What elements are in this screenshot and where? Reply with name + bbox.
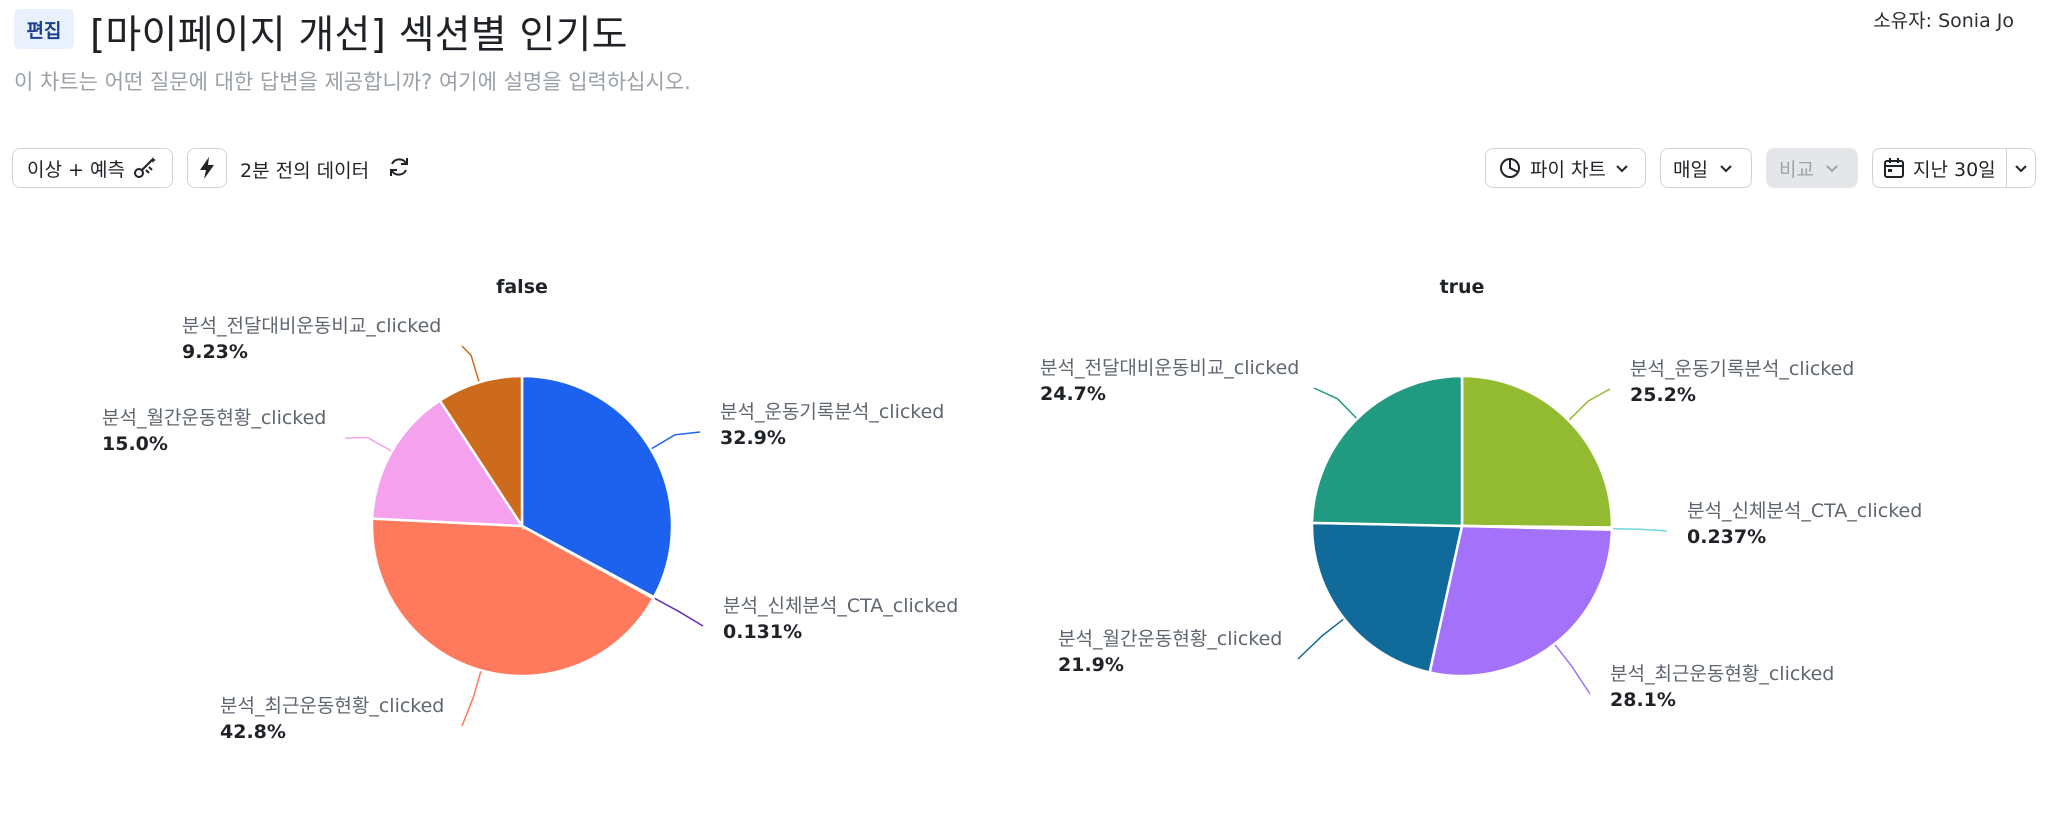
- slice-label: 분석_월간운동현황_clicked: [1058, 628, 1282, 650]
- slice-label: 분석_최근운동현황_clicked: [220, 695, 444, 717]
- chart-toolbar: 이상 + 예측 2분 전의 데이터 파이 차트 매일 비교: [12, 148, 2036, 190]
- chevron-down-icon: [2013, 160, 2029, 176]
- slice-value: 24.7%: [1040, 383, 1106, 405]
- compare-label: 비교: [1779, 158, 1814, 181]
- pie-chart-icon: [1498, 156, 1522, 180]
- compare-dropdown[interactable]: 비교: [1766, 148, 1858, 188]
- refresh-icon: [387, 155, 411, 183]
- leader-line: [1313, 387, 1357, 419]
- slice-value: 0.237%: [1687, 526, 1766, 548]
- chart-type-label: 파이 차트: [1530, 158, 1606, 181]
- chevron-down-icon: [1718, 160, 1734, 176]
- chevron-down-icon: [1614, 160, 1630, 176]
- slice-value: 15.0%: [102, 433, 168, 455]
- owner-label: 소유자: Sonia Jo: [1873, 10, 2014, 32]
- lightning-bolt-icon: [197, 156, 217, 180]
- leader-line: [461, 671, 482, 727]
- magic-wand-icon: [132, 156, 158, 180]
- slice-label: 분석_최근운동현황_clicked: [1610, 663, 1834, 685]
- slice-label: 분석_신체분석_CTA_clicked: [1687, 500, 1922, 522]
- leader-line: [461, 345, 480, 382]
- pie-slice[interactable]: [520, 374, 674, 599]
- date-range-button[interactable]: 지난 30일: [1873, 149, 2007, 187]
- pie-slice[interactable]: [1428, 524, 1614, 678]
- calendar-icon: [1883, 157, 1905, 179]
- anomaly-forecast-label: 이상 + 예측: [27, 158, 125, 181]
- slice-value: 42.8%: [220, 721, 286, 743]
- slice-value: 9.23%: [182, 341, 248, 363]
- pie-slice[interactable]: [370, 398, 525, 528]
- date-range-dropdown[interactable]: [2007, 149, 2035, 187]
- pie-slice[interactable]: [1310, 521, 1464, 674]
- page-title[interactable]: [마이페이지 개선] 섹션별 인기도: [90, 13, 628, 58]
- leader-line: [651, 431, 701, 450]
- pie-chart-true: true 분석_운동기록분석_clicked 25.2% 분석_신체분석_CTA_cl…: [1040, 276, 1922, 711]
- live-data-button[interactable]: [187, 148, 227, 188]
- pie-chart-false: false 분석_운동기록분석_clicked 32.9% 분석_신체분석_CTA_c…: [102, 276, 958, 743]
- slice-value: 32.9%: [720, 427, 786, 449]
- leader-line: [344, 436, 392, 452]
- leader-line: [654, 597, 704, 627]
- pie-slice[interactable]: [370, 517, 656, 678]
- leader-line: [1612, 527, 1668, 532]
- pie-slice[interactable]: [1460, 374, 1614, 529]
- slice-label: 분석_전달대비운동비교_clicked: [1040, 357, 1299, 379]
- leader-line: [1568, 388, 1611, 421]
- slice-label: 분석_신체분석_CTA_clicked: [723, 595, 958, 617]
- data-freshness-label: 2분 전의 데이터: [240, 160, 370, 182]
- pie-slice[interactable]: [1310, 374, 1464, 528]
- slice-label: 분석_운동기록분석_clicked: [720, 401, 944, 423]
- date-range-picker[interactable]: 지난 30일: [1872, 148, 2036, 188]
- interval-label: 매일: [1673, 158, 1708, 181]
- chevron-down-icon: [1824, 160, 1840, 176]
- pie-title: true: [1440, 276, 1485, 298]
- edit-button[interactable]: 편집: [14, 9, 74, 49]
- slice-value: 0.131%: [723, 621, 802, 643]
- chart-header: 편집 [마이페이지 개선] 섹션별 인기도 소유자: Sonia Jo 이 차트…: [14, 6, 2028, 106]
- refresh-button[interactable]: [384, 154, 414, 184]
- slice-label: 분석_전달대비운동비교_clicked: [182, 315, 441, 337]
- anomaly-forecast-button[interactable]: 이상 + 예측: [12, 148, 173, 188]
- chart-type-dropdown[interactable]: 파이 차트: [1485, 148, 1646, 188]
- pie-slice[interactable]: [438, 374, 524, 531]
- leader-line: [1297, 618, 1344, 660]
- pie-charts: false 분석_운동기록분석_clicked 32.9% 분석_신체분석_CTA_c…: [102, 276, 1922, 743]
- slice-label: 분석_운동기록분석_clicked: [1630, 358, 1854, 380]
- chart-description[interactable]: 이 차트는 어떤 질문에 대한 답변을 제공합니까? 여기에 설명을 입력하십시…: [14, 70, 691, 94]
- leader-line: [1554, 644, 1591, 695]
- slice-label: 분석_월간운동현황_clicked: [102, 407, 326, 429]
- pie-title: false: [496, 276, 548, 298]
- date-range-label: 지난 30일: [1913, 158, 1996, 181]
- slice-value: 28.1%: [1610, 689, 1676, 711]
- slice-value: 21.9%: [1058, 654, 1124, 676]
- interval-dropdown[interactable]: 매일: [1660, 148, 1752, 188]
- slice-value: 25.2%: [1630, 384, 1696, 406]
